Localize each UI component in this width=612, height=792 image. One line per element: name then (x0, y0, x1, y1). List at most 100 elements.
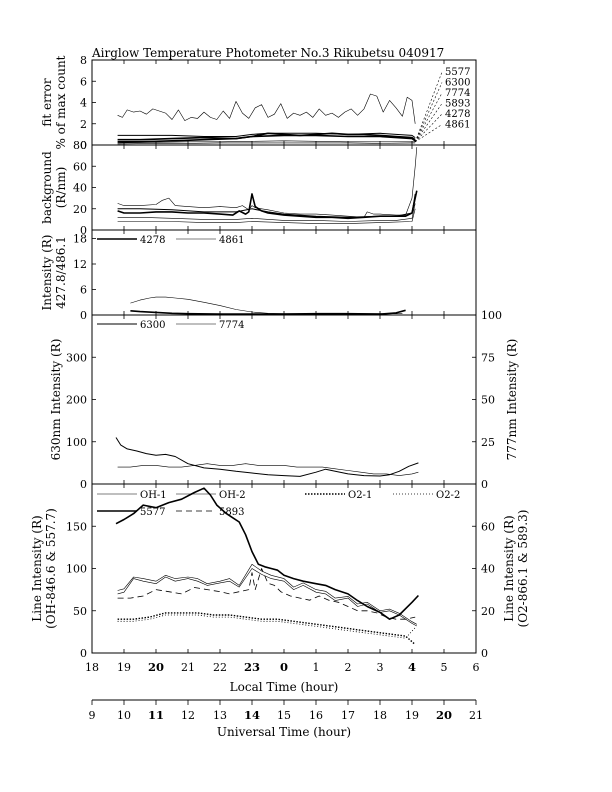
line-intensity-left-ytick-label: 0 (80, 647, 87, 660)
legend-label-5893: 5893 (219, 507, 244, 518)
series-7774 (117, 132, 416, 139)
legend-label-4278: 4278 (140, 235, 165, 246)
intensity-4278-4861-left-ytick-label: 6 (80, 284, 87, 297)
line-intensity-ylabel-left: Line Intensity (R) (30, 515, 44, 621)
intensity-6300-7774-right-ytick-label: 75 (481, 351, 495, 364)
legend-label-5577: 5577 (140, 507, 165, 518)
legend-label-7774: 7774 (219, 320, 244, 331)
label-leader-5577 (414, 71, 443, 142)
local-time-tick-label: 0 (280, 660, 288, 674)
series-OH-2 (117, 563, 417, 625)
ut-tick-label: 10 (117, 709, 131, 722)
background-ylabel: (R/nm) (54, 167, 68, 209)
series-5577 (115, 487, 419, 621)
background-ylabel: background (40, 151, 54, 224)
label-leader-4278 (414, 113, 443, 143)
fit-error-left-ytick-label: 6 (80, 75, 87, 88)
right-label-6300: 6300 (445, 78, 470, 89)
right-label-5893: 5893 (445, 99, 470, 110)
series-bg-low (117, 203, 416, 222)
right-label-5577: 5577 (445, 67, 470, 78)
fit-error-ylabel: fit error (40, 78, 54, 126)
line-intensity-ylabel-left: (OH-846.6 & 557.7) (44, 508, 58, 629)
label-leader-7774 (414, 92, 443, 142)
figure-title: Airglow Temperature Photometer No.3 Riku… (91, 46, 444, 60)
line-intensity-right-ytick-label: 40 (481, 563, 495, 576)
intensity-4278-4861-left-ytick-label: 12 (73, 258, 87, 271)
series-4861 (130, 296, 403, 315)
intensity-6300-7774-right-ytick-label: 100 (481, 309, 502, 322)
series-4861 (117, 142, 416, 145)
background-left-ytick-label: 40 (73, 182, 87, 195)
background-left-ytick-label: 60 (73, 160, 87, 173)
series-6300 (115, 437, 419, 477)
label-leader-6300 (414, 82, 443, 142)
line-intensity-ylabel-right: (O2-866.1 & 589.3) (516, 510, 530, 628)
panel-frame (91, 59, 477, 146)
series-O2-2 (117, 614, 416, 639)
ut-tick-label: 20 (436, 708, 452, 722)
ut-axis-label: Universal Time (hour) (217, 725, 351, 739)
intensity-6300-7774-left-ytick-label: 200 (66, 394, 87, 407)
line-intensity-left-ytick-label: 150 (66, 520, 87, 533)
local-time-tick-label: 20 (148, 660, 164, 674)
ut-tick-label: 11 (148, 708, 164, 722)
legend-label-O2-2: O2-2 (436, 490, 460, 501)
line-intensity-left-ytick-label: 50 (73, 605, 87, 618)
ut-tick-label: 13 (213, 709, 227, 722)
intensity-6300-7774-ylabel-right: 777nm Intensity (R) (505, 339, 519, 461)
legend-label-OH-1: OH-1 (140, 490, 167, 501)
local-time-tick-label: 23 (244, 660, 260, 674)
local-time-axis-label: Local Time (hour) (230, 680, 339, 694)
line-intensity-right-ytick-label: 60 (481, 520, 495, 533)
intensity-6300-7774-left-ytick-label: 0 (80, 478, 87, 491)
local-time-tick-label: 21 (181, 661, 195, 674)
series-4278 (117, 140, 416, 144)
series-bg-medium (117, 193, 416, 218)
series-5893 (117, 568, 416, 620)
right-label-4861: 4861 (445, 120, 470, 131)
local-time-tick-label: 1 (313, 661, 320, 674)
series-4278 (130, 309, 406, 315)
ut-tick-label: 12 (181, 709, 195, 722)
local-time-tick-label: 4 (408, 660, 416, 674)
line-intensity-left-ytick-label: 100 (66, 563, 87, 576)
intensity-6300-7774-left-ytick-label: 300 (66, 351, 87, 364)
ut-tick-label: 21 (469, 709, 483, 722)
intensity-6300-7774-left-ytick-label: 100 (66, 436, 87, 449)
legend-label-4861: 4861 (219, 235, 244, 246)
ut-tick-label: 16 (309, 709, 323, 722)
ut-tick-label: 9 (89, 709, 96, 722)
fit-error-left-ytick-label: 0 (80, 139, 87, 152)
panel-fit-error: 0 2 4 6 8 fit error% of max count 557763007774… (40, 54, 477, 152)
panel-frame (91, 144, 477, 231)
fit-error-left-ytick-label: 4 (80, 97, 87, 110)
local-time-tick-label: 22 (213, 661, 227, 674)
fit-error-ylabel: % of max count (54, 55, 68, 149)
legend-label-6300: 6300 (140, 320, 165, 331)
panel-background: 0 20 40 60 80 background (R/nm) (40, 139, 477, 237)
panel-frame (91, 314, 477, 485)
local-time-tick-label: 5 (441, 661, 448, 674)
ut-tick-label: 19 (405, 709, 419, 722)
legend-label-OH-2: OH-2 (219, 490, 246, 501)
ut-tick-label: 18 (373, 709, 387, 722)
local-time-tick-label: 18 (85, 661, 99, 674)
series-bg-thick (117, 190, 418, 220)
line-intensity-right-ytick-label: 20 (481, 605, 495, 618)
ut-tick-label: 14 (244, 708, 260, 722)
line-intensity-ylabel-right: Line Intensity (R) (502, 515, 516, 621)
background-left-ytick-label: 20 (73, 203, 87, 216)
background-left-ytick-label: 0 (80, 224, 87, 237)
legend-label-O2-1: O2-1 (348, 490, 372, 501)
series-bg-lowest (117, 208, 416, 224)
fit-error-left-ytick-label: 2 (80, 118, 87, 131)
label-leader-4861 (415, 124, 443, 143)
fit-error-left-ytick-label: 8 (80, 54, 87, 67)
intensity-4278-4861-ylabel: Intensity (R) (40, 235, 54, 311)
